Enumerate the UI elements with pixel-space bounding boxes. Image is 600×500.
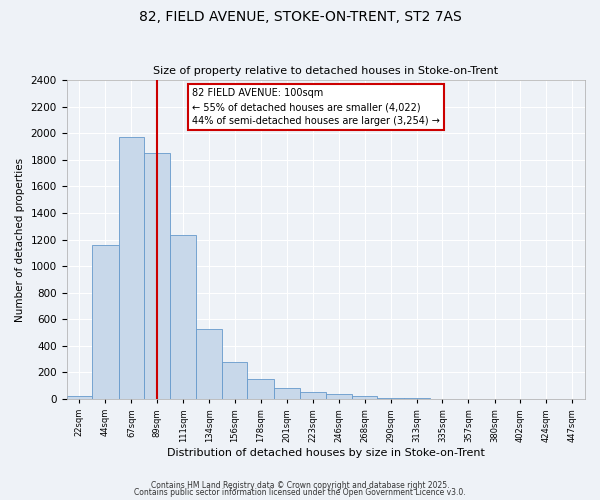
Bar [67,396,92,399]
Title: Size of property relative to detached houses in Stoke-on-Trent: Size of property relative to detached ho… [153,66,499,76]
Text: 82, FIELD AVENUE, STOKE-ON-TRENT, ST2 7AS: 82, FIELD AVENUE, STOKE-ON-TRENT, ST2 7A… [139,10,461,24]
Y-axis label: Number of detached properties: Number of detached properties [15,158,25,322]
Text: 82 FIELD AVENUE: 100sqm
← 55% of detached houses are smaller (4,022)
44% of semi: 82 FIELD AVENUE: 100sqm ← 55% of detache… [192,88,440,126]
Bar [119,137,144,399]
Bar [326,394,352,399]
X-axis label: Distribution of detached houses by size in Stoke-on-Trent: Distribution of detached houses by size … [167,448,485,458]
Bar [377,398,404,399]
Text: Contains HM Land Registry data © Crown copyright and database right 2025.: Contains HM Land Registry data © Crown c… [151,480,449,490]
Bar [274,388,299,399]
Bar [404,398,430,399]
Bar [92,245,119,399]
Bar [352,396,377,399]
Bar [196,330,222,399]
Bar [299,392,326,399]
Bar [144,153,170,399]
Bar [247,380,274,399]
Text: Contains public sector information licensed under the Open Government Licence v3: Contains public sector information licen… [134,488,466,497]
Bar [222,362,247,399]
Bar [170,235,196,399]
